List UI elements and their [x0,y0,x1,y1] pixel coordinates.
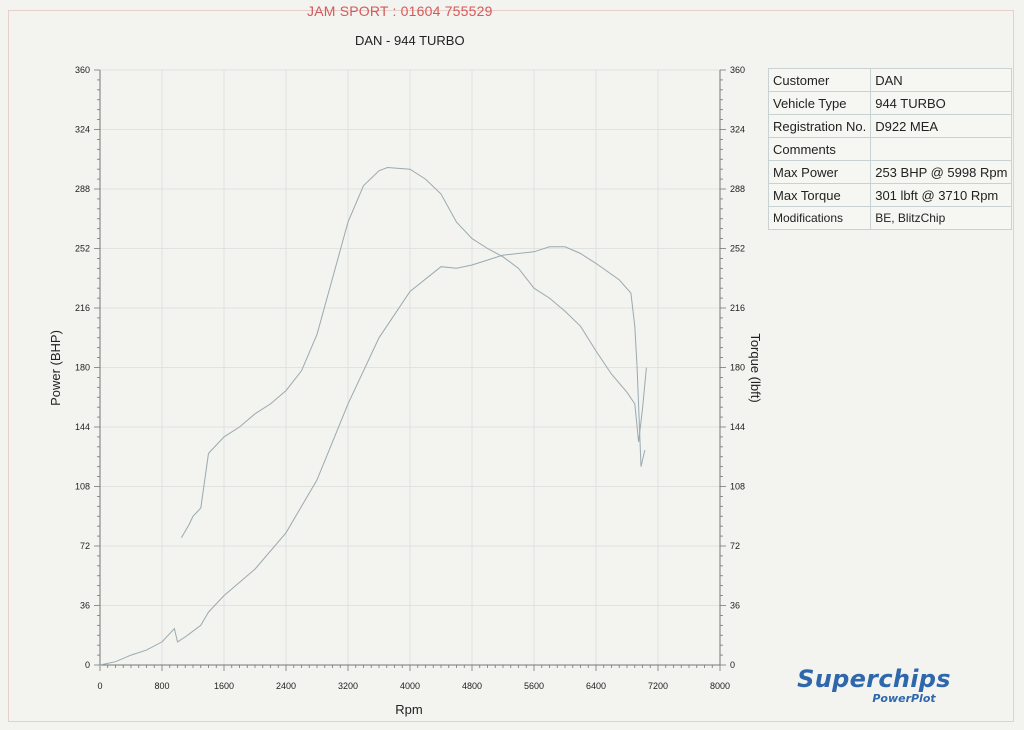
page-border [8,10,1014,722]
x-tick-label: 3200 [338,681,358,691]
y-tick-label: 252 [75,244,90,254]
y2-tick-label: 144 [730,422,745,432]
y-tick-label: 288 [75,184,90,194]
y-tick-label: 180 [75,363,90,373]
info-key: Customer [767,68,872,92]
y-tick-label: 324 [75,125,90,135]
y2-axis-label: Torque (lbft) [748,333,763,402]
y2-tick-label: 108 [730,482,745,492]
y-tick-label: 36 [80,601,90,611]
series-layer [99,166,647,666]
x-tick-label: 0 [97,681,102,691]
info-row: Max Power 253 BHP @ 5998 Rpm [767,160,1013,184]
info-value: 944 TURBO [870,91,1013,115]
y2-tick-label: 36 [730,601,740,611]
info-key: Max Torque [767,183,872,207]
y2-tick-label: 360 [730,65,745,75]
torque-curve [180,166,647,538]
y2-tick-label: 288 [730,184,745,194]
y-tick-label: 216 [75,303,90,313]
header-phone-text: JAM SPORT : 01604 755529 [307,3,493,19]
y2-tick-label: 72 [730,541,740,551]
y2-tick-label: 324 [730,125,745,135]
info-row: Registration No. D922 MEA [767,114,1013,138]
info-key: Registration No. [767,114,872,138]
grid-layer [100,69,721,665]
y-tick-label: 0 [85,660,90,670]
x-tick-label: 4800 [462,681,482,691]
vehicle-info-table: Customer DAN Vehicle Type 944 TURBO Registra… [767,68,1013,230]
x-tick-label: 4000 [400,681,420,691]
y-tick-label: 72 [80,541,90,551]
x-tick-label: 6400 [586,681,606,691]
info-key: Max Power [767,160,872,184]
y-tick-label: 144 [75,422,90,432]
info-value: BE, BlitzChip [870,206,1013,230]
logo-main-text: Superchips [797,665,951,693]
x-tick-label: 2400 [276,681,296,691]
y2-tick-label: 180 [730,363,745,373]
superchips-logo: Superchips PowerPlot [782,665,966,705]
logo-sub-text: PowerPlot [872,692,936,705]
info-value: 301 lbft @ 3710 Rpm [870,183,1013,207]
y-tick-label: 108 [75,482,90,492]
info-value [870,137,1013,161]
info-row: Customer DAN [767,68,1013,92]
y2-tick-label: 216 [730,303,745,313]
y2-tick-label: 0 [730,660,735,670]
power-curve [99,246,646,666]
info-row: Vehicle Type 944 TURBO [767,91,1013,115]
x-tick-label: 1600 [214,681,234,691]
info-row: Modifications BE, BlitzChip [767,206,1013,230]
info-key: Modifications [767,206,872,230]
x-tick-label: 7200 [648,681,668,691]
y-axis-label: Power (BHP) [48,330,63,406]
info-row: Max Torque 301 lbft @ 3710 Rpm [767,183,1013,207]
x-tick-label: 5600 [524,681,544,691]
x-axis-label: Rpm [395,702,422,717]
info-key: Comments [767,137,872,161]
info-row: Comments [767,137,1013,161]
y2-tick-label: 252 [730,244,745,254]
x-tick-label: 8000 [710,681,730,691]
info-value: 253 BHP @ 5998 Rpm [870,160,1013,184]
axis-layer: 0 800 1600 2400 3200 4000 4800 5600 6400 7200 8000… [75,65,745,691]
x-tick-label: 800 [154,681,169,691]
info-value: DAN [870,68,1013,92]
info-value: D922 MEA [870,114,1013,138]
chart-title: DAN - 944 TURBO [355,33,465,48]
info-key: Vehicle Type [767,91,872,115]
y-tick-label: 360 [75,65,90,75]
